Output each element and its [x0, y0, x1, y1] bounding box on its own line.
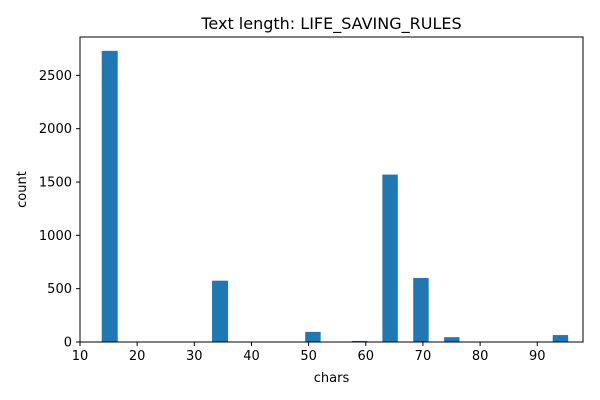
x-tick-label: 70 — [415, 349, 432, 364]
y-axis-label: count — [15, 171, 30, 208]
x-tick-label: 40 — [243, 349, 260, 364]
y-axis-ticks: 0 500 1000 1500 2000 2500 — [39, 69, 80, 351]
bars-group — [101, 50, 569, 342]
x-tick-label: 60 — [358, 349, 375, 364]
x-tick-label: 20 — [129, 349, 146, 364]
histogram-bar — [382, 174, 398, 342]
histogram-bar — [101, 50, 118, 342]
x-tick-label: 80 — [472, 349, 489, 364]
y-tick-label: 2000 — [39, 122, 72, 137]
y-tick-label: 1000 — [39, 229, 72, 244]
x-tick-label: 30 — [186, 349, 203, 364]
plot-frame — [79, 36, 584, 343]
y-tick-label: 500 — [47, 282, 72, 297]
y-tick-label: 0 — [64, 336, 72, 351]
y-tick-label: 2500 — [39, 69, 72, 84]
x-tick-label: 90 — [529, 349, 546, 364]
histogram-bar — [552, 335, 569, 342]
histogram-bar — [352, 340, 368, 342]
x-axis-label: chars — [314, 371, 350, 386]
y-tick-label: 1500 — [39, 176, 72, 191]
histogram-bar — [413, 278, 429, 342]
histogram-bar — [444, 337, 460, 342]
histogram-bar — [305, 331, 321, 342]
x-axis-ticks: 10 20 30 40 50 60 70 80 90 — [72, 342, 546, 364]
x-tick-label: 50 — [300, 349, 317, 364]
histogram-bar — [212, 280, 229, 342]
x-tick-label: 10 — [72, 349, 89, 364]
chart-title: Text length: LIFE_SAVING_RULES — [200, 14, 461, 34]
